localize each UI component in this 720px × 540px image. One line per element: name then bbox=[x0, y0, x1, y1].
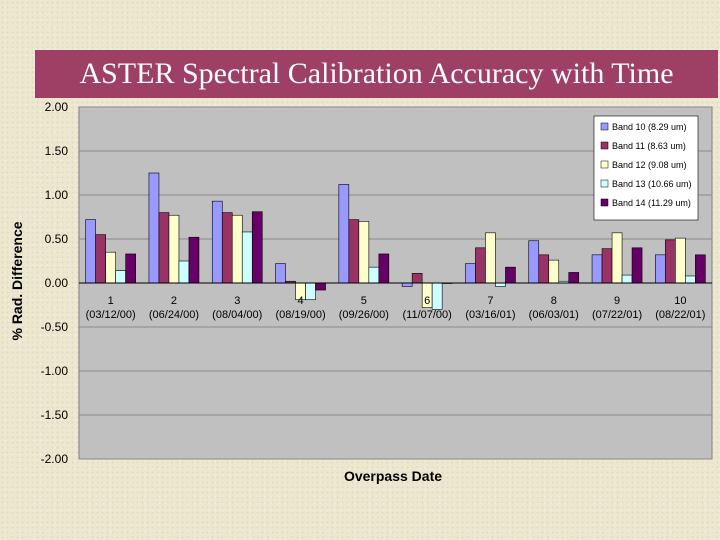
bar-3-3 bbox=[231, 214, 243, 284]
bar-1-5 bbox=[338, 184, 350, 284]
bar-3-5 bbox=[358, 221, 370, 284]
y-tick-label: -0.50 bbox=[41, 320, 69, 334]
bar-1-1 bbox=[85, 219, 96, 284]
y-tick-label: -2.00 bbox=[41, 452, 69, 466]
bar-3-1 bbox=[105, 251, 116, 284]
legend-entry: Band 10 (8.29 um) bbox=[612, 122, 687, 132]
category-label: 2 bbox=[171, 295, 177, 307]
y-tick-label: 1.50 bbox=[45, 144, 69, 158]
bar-3-8 bbox=[548, 259, 560, 284]
category-label: 10 bbox=[674, 295, 686, 307]
legend-box bbox=[593, 115, 699, 221]
category-date-label: (09/26/00) bbox=[339, 309, 389, 321]
category-labels: 1 (03/12/00) 2 (06/24/00) 3 (08/04/00) 4 (08/19… bbox=[86, 295, 706, 321]
legend-swatch bbox=[600, 179, 609, 188]
bar-5-2 bbox=[188, 236, 200, 284]
category-date-label: (03/12/00) bbox=[86, 309, 136, 321]
category-label: 3 bbox=[234, 295, 240, 307]
legend-entry: Band 11 (8.63 um) bbox=[612, 141, 686, 151]
bar-2-1 bbox=[95, 234, 106, 284]
category-date-label: (06/24/00) bbox=[149, 309, 199, 321]
bar-5-7 bbox=[505, 266, 516, 284]
bar-5-10 bbox=[695, 254, 706, 284]
y-axis-title: % Rad. Difference bbox=[9, 221, 25, 340]
bar-4-2 bbox=[178, 260, 190, 284]
bar-5-5 bbox=[378, 253, 390, 284]
category-label: 5 bbox=[361, 295, 367, 307]
bar-1-7 bbox=[465, 263, 476, 284]
bar-4-3 bbox=[241, 231, 253, 284]
category-date-label: (03/16/01) bbox=[465, 309, 515, 321]
bar-2-9 bbox=[601, 248, 613, 284]
bar-5-1 bbox=[125, 253, 136, 284]
y-tick-label: 0.00 bbox=[45, 276, 69, 290]
bar-1-3 bbox=[211, 200, 223, 284]
bar-1-10 bbox=[655, 254, 666, 284]
y-tick-label: 2.00 bbox=[45, 100, 69, 114]
bar-1-4 bbox=[275, 263, 286, 284]
bar-2-7 bbox=[475, 247, 486, 284]
bar-4-7 bbox=[495, 282, 506, 287]
category-label: 8 bbox=[551, 295, 557, 307]
category-label: 7 bbox=[487, 295, 493, 307]
legend-swatch bbox=[600, 141, 609, 150]
bar-3-9 bbox=[611, 232, 623, 284]
legend-swatch bbox=[600, 122, 609, 131]
legend-swatch bbox=[600, 198, 609, 207]
bar-3-7 bbox=[485, 232, 496, 284]
bar-5-4 bbox=[315, 282, 326, 291]
bar-3-2 bbox=[168, 214, 180, 284]
y-tick-label: 0.50 bbox=[45, 232, 69, 246]
y-tick-label: -1.00 bbox=[41, 364, 69, 378]
y-tick-label: -1.50 bbox=[41, 408, 69, 422]
bar-1-2 bbox=[148, 172, 160, 284]
bar-4-4 bbox=[305, 282, 316, 301]
bars bbox=[85, 172, 706, 310]
bar-4-6 bbox=[431, 282, 443, 310]
bar-5-8 bbox=[568, 272, 580, 284]
bar-2-2 bbox=[158, 212, 170, 284]
category-label: 6 bbox=[424, 295, 430, 307]
bar-5-9 bbox=[631, 247, 643, 284]
bar-1-8 bbox=[528, 240, 540, 284]
category-date-label: (08/04/00) bbox=[212, 309, 262, 321]
bar-1-6 bbox=[401, 282, 413, 287]
category-label: 1 bbox=[108, 295, 114, 307]
bar-4-1 bbox=[115, 270, 126, 284]
y-tick-labels: 2.00 1.50 1.00 0.50 0.00 -0.50 -1.00 -1.50 -2.00 bbox=[41, 100, 69, 466]
category-date-label: (08/22/01) bbox=[655, 309, 705, 321]
bar-4-10 bbox=[685, 275, 696, 284]
y-tick-label: 1.00 bbox=[45, 188, 69, 202]
bar-3-10 bbox=[675, 237, 686, 284]
x-axis-title: Overpass Date bbox=[344, 468, 442, 484]
bar-2-8 bbox=[538, 254, 550, 284]
legend-swatch bbox=[600, 160, 609, 169]
legend-entry: Band 12 (9.08 um) bbox=[612, 160, 687, 170]
legend-entry: Band 14 (11.29 um) bbox=[612, 198, 691, 208]
bar-2-3 bbox=[221, 212, 233, 284]
category-date-label: (06/03/01) bbox=[529, 309, 579, 321]
bar-2-5 bbox=[348, 219, 360, 284]
category-date-label: (11/07/00) bbox=[402, 309, 451, 321]
slide-title: ASTER Spectral Calibration Accuracy with… bbox=[35, 50, 718, 98]
legend-entry: Band 13 (10.66 um) bbox=[612, 179, 692, 189]
category-date-label: (07/22/01) bbox=[592, 309, 642, 321]
category-label: 4 bbox=[297, 295, 303, 307]
legend: Band 10 (8.29 um) Band 11 (8.63 um) Band 1… bbox=[593, 115, 699, 221]
bar-5-3 bbox=[251, 211, 263, 284]
bar-2-10 bbox=[665, 239, 676, 284]
category-date-label: (08/19/00) bbox=[275, 309, 325, 321]
category-label: 9 bbox=[614, 295, 620, 307]
bar-2-6 bbox=[411, 273, 423, 284]
bar-4-5 bbox=[368, 266, 380, 284]
bar-4-9 bbox=[621, 274, 633, 284]
bar-1-9 bbox=[591, 254, 603, 284]
